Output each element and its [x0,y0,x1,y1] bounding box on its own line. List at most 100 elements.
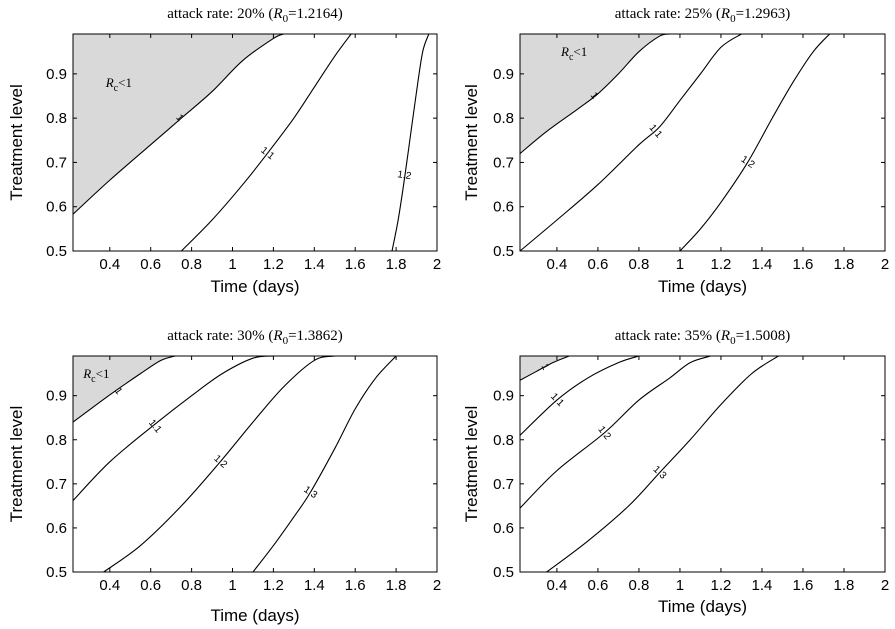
x-tick-label: 1.4 [304,577,325,594]
x-tick-label: 2 [433,256,441,273]
contour-line-1.2 [103,356,335,572]
x-tick-label: 0.4 [546,256,567,273]
x-tick-label: 1.2 [263,256,284,273]
panel-1: 1 1.1 1.2 Rc<1 0.4 0.6 0.8 1 1.2 1.4 1.6 1.8 2 0.5 0.6… [7,6,441,296]
y-tick-label: 0.9 [46,66,67,83]
x-tick-label: 1 [228,256,236,273]
y-tick-label: 0.8 [493,110,514,127]
contour-label-1: 1 [112,386,124,397]
x-tick-label: 1.4 [304,256,325,273]
x-tick-label: 1 [676,256,684,273]
contour-line-1.2 [391,34,430,251]
rc-less-than-one-region [73,356,176,423]
x-axis-label: Time (days) [658,597,747,616]
y-tick-label: 0.9 [493,66,514,83]
x-tick-label: 1.6 [793,256,814,273]
rc-less-than-one-region [520,34,670,154]
x-tick-label: 0.6 [140,577,161,594]
contour-label-1.2: 1.2 [739,154,757,171]
panel-title: attack rate: 30% (R0=1.3862) [167,328,343,347]
y-tick-label: 0.8 [493,432,514,449]
contour-line-1.2 [520,356,711,509]
y-tick-label: 0.7 [46,476,67,493]
panel-title: attack rate: 35% (R0=1.5008) [615,328,791,347]
x-tick-label: 1.6 [345,577,366,594]
x-tick-label: 0.8 [181,577,202,594]
contour-label-1.1: 1.1 [548,391,566,409]
contour-line-1 [520,356,570,381]
y-tick-label: 0.7 [493,154,514,171]
contour-line-1.3 [546,356,779,572]
y-axis-label: Treatment level [462,84,481,201]
x-tick-label: 1 [228,577,236,594]
contour-line-1 [73,34,284,215]
panel-4: 11.11.21.30.4 0.6 0.8 1 1.2 1.4 1.6 1.8 20.50.60… [462,328,889,616]
y-axis-label: Treatment level [462,406,481,523]
panel-title: attack rate: 25% (R0=1.2963) [615,6,791,25]
x-tick-label: 1.8 [834,256,855,273]
y-axis-label: Treatment level [7,84,26,201]
x-tick-label: 1.8 [386,256,407,273]
plot-frame [72,33,438,252]
contour-line-1 [73,356,176,423]
x-tick-label: 1.4 [752,256,773,273]
contour-label-1: 1 [588,90,600,101]
x-tick-label: 0.6 [587,577,608,594]
rc-label: Rc<1 [82,366,109,385]
x-tick-label: 1.6 [345,256,366,273]
y-tick-label: 0.9 [493,388,514,405]
y-tick-label: 0.5 [493,564,514,581]
x-tick-label: 2 [881,577,889,594]
rc-label: Rc<1 [560,44,587,63]
x-tick-label: 0.4 [99,256,120,273]
x-tick-label: 0.4 [546,577,567,594]
rc-label: Rc<1 [105,75,132,94]
plot-frame [519,33,886,252]
x-tick-label: 0.6 [587,256,608,273]
contour-line-1.2 [679,34,831,251]
contour-label-1: 1 [173,112,185,124]
x-tick-label: 1.6 [793,577,814,594]
x-tick-label: 1.8 [386,577,407,594]
x-tick-label: 0.8 [629,256,650,273]
y-tick-label: 0.6 [46,199,67,216]
x-tick-label: 1.2 [711,256,732,273]
contour-line-1.1 [73,356,274,501]
x-tick-label: 2 [881,256,889,273]
x-tick-label: 0.8 [629,577,650,594]
contour-line-1.1 [180,34,352,251]
x-tick-label: 1.2 [711,577,732,594]
y-tick-label: 0.5 [493,243,514,260]
x-axis-label: Time (days) [658,277,747,296]
contour-line-1 [520,34,670,154]
x-axis-label: Time (days) [210,277,299,296]
contour-label-1.3: 1.3 [301,484,319,501]
x-tick-label: 2 [433,577,441,594]
y-tick-label: 0.6 [46,520,67,537]
x-tick-label: 1.2 [263,577,284,594]
contour-line-1.1 [520,356,640,436]
rc-less-than-one-region [73,34,284,215]
panel-2: 11.11.2Rc<10.4 0.6 0.8 1 1.2 1.4 1.6 1.8 20.50.6… [462,6,889,296]
y-tick-label: 0.7 [493,476,514,493]
y-tick-label: 0.7 [46,154,67,171]
x-tick-label: 1 [676,577,684,594]
x-tick-label: 0.4 [99,577,120,594]
contour-label-1.1: 1.1 [146,418,164,436]
plot-frame [519,355,886,573]
y-tick-label: 0.9 [46,388,67,405]
y-tick-label: 0.8 [46,432,67,449]
y-tick-label: 0.8 [46,110,67,127]
contour-label-1.2: 1.2 [397,169,413,182]
x-tick-label: 0.6 [140,256,161,273]
y-tick-label: 0.6 [493,199,514,216]
x-tick-label: 1.4 [752,577,773,594]
contour-label-1: 1 [538,362,551,372]
plot-frame [72,355,438,573]
y-tick-label: 0.5 [46,564,67,581]
y-tick-label: 0.5 [46,243,67,260]
panel-3: 11.11.21.3Rc<10.4 0.6 0.8 1 1.2 1.4 1.6 1.8 20.5… [7,328,441,625]
panel-title: attack rate: 20% (R0=1.2164) [167,6,343,25]
y-tick-label: 0.6 [493,520,514,537]
